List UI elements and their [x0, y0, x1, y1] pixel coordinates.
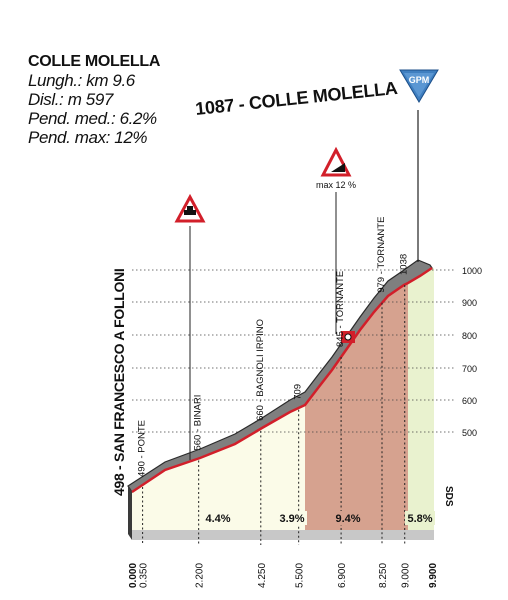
gpm-badge-label: GPM	[409, 75, 430, 85]
altitude-tick-label: 800	[462, 331, 477, 341]
altitude-tick-label: 600	[462, 396, 477, 406]
climb-avg-gradient: Pend. med.: 6.2%	[28, 109, 157, 128]
altitude-gridlines: 500 600 700 800 900 1000	[132, 266, 482, 438]
max-gradient-note: max 12 %	[316, 180, 356, 190]
waypoint-label: 560 - BINARI	[193, 395, 204, 451]
profile-fill-final	[408, 268, 434, 530]
km-marker-label: 0.000	[128, 563, 139, 588]
gradient-label-bg	[405, 511, 435, 525]
segment-gradient-label: 4.4%	[205, 513, 230, 525]
waypoint-label: 709	[293, 384, 304, 400]
summit-label: 1087 - COLLE MOLELLA	[194, 78, 398, 119]
profile-labels: 490 - PONTE 560 - BINARI 660 - BAGNOLI IRP…	[128, 217, 439, 588]
altitude-tick-label: 700	[462, 364, 477, 374]
gpm-badge: GPM	[399, 69, 439, 103]
waypoint-label: 490 - PONTE	[137, 420, 148, 477]
segment-gradient-label: 5.8%	[407, 513, 432, 525]
altitude-tick-label: 500	[462, 428, 477, 438]
gradient-label-bg	[333, 511, 363, 525]
max-gradient-road-dot	[344, 333, 352, 341]
profile-fill-early	[132, 405, 305, 530]
waypoint-label: 660 - BAGNOLI IRPINO	[255, 319, 266, 421]
climb-name: COLLE MOLELLA	[28, 53, 161, 70]
profile-fill-steep	[305, 283, 408, 530]
waypoint-label: 845 - TORNANTE	[335, 271, 346, 347]
km-marker-label: 8.250	[378, 563, 389, 588]
km-marker-label: 6.900	[337, 563, 348, 588]
road-red-edge	[131, 266, 433, 494]
altitude-tick-label: 1000	[462, 266, 482, 276]
km-marker-label: 9.900	[428, 563, 439, 588]
climb-info-box: COLLE MOLELLA Lungh.: km 9.6 Disl.: m 59…	[28, 52, 160, 147]
waypoint-label: 979 - TORNANTE	[376, 217, 387, 293]
km-marker-label: 5.500	[295, 563, 306, 588]
max-gradient-warning-icon	[320, 146, 352, 177]
km-marker-label: 9.000	[401, 563, 412, 588]
sds-label: SDS	[443, 486, 454, 507]
waypoint-label: 1038	[399, 254, 410, 275]
gradient-label-bg	[277, 511, 307, 525]
altitude-tick-label: 900	[462, 298, 477, 308]
segment-gradient-label: 3.9%	[279, 513, 304, 525]
railway-crossing-warning-icon	[174, 193, 206, 223]
climb-elevation-gain: Disl.: m 597	[28, 90, 113, 109]
km-marker-label: 0.350	[139, 563, 150, 588]
climb-max-gradient: Pend. max: 12%	[28, 128, 148, 147]
km-marker-label: 2.200	[195, 563, 206, 588]
km-marker-label: 4.250	[257, 563, 268, 588]
gradient-label-bg	[203, 511, 233, 525]
start-location-label: 498 - SAN FRANCESCO A FOLLONI	[111, 268, 127, 496]
profile-base	[132, 530, 434, 540]
profile-base-slab	[128, 486, 132, 540]
segment-gradient-label: 9.4%	[335, 513, 360, 525]
climb-length: Lungh.: km 9.6	[28, 71, 135, 90]
